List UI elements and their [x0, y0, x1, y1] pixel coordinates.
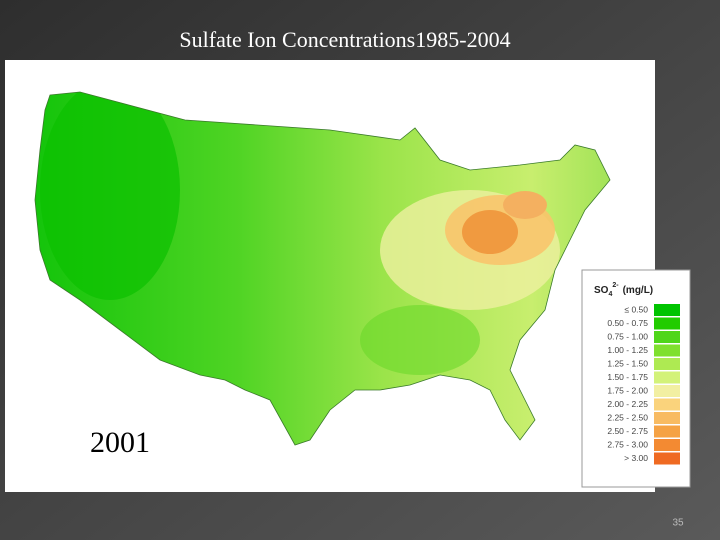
legend-swatch [654, 371, 680, 384]
legend-label: 0.75 - 1.00 [607, 331, 648, 341]
legend-swatch [654, 331, 680, 343]
legend-swatch [654, 358, 680, 370]
year-label: 2001 [90, 426, 150, 459]
legend-title-text: SO [594, 285, 609, 296]
legend-swatch [654, 398, 680, 411]
legend-swatch [654, 385, 680, 397]
legend: SO42- (mg/L) ≤ 0.50 0.50 - 0.75 0.75 - 1.00… [581, 269, 691, 488]
legend-title-sub: 4 [608, 291, 612, 298]
legend-label: 2.50 - 2.75 [607, 426, 648, 436]
us-map [35, 92, 610, 445]
legend-label: 1.00 - 1.25 [607, 345, 648, 355]
legend-swatch [654, 317, 680, 330]
legend-label: 1.50 - 1.75 [607, 372, 648, 382]
us-outline [34, 91, 611, 446]
legend-swatch [654, 439, 680, 451]
legend-label: ≤ 0.50 [624, 304, 648, 314]
legend-label: > 3.00 [624, 453, 648, 463]
page-number: 35 [672, 518, 684, 529]
legend-title: SO42- (mg/L) [594, 282, 653, 298]
legend-label: 1.25 - 1.50 [607, 358, 648, 368]
legend-label: 2.75 - 3.00 [607, 439, 648, 449]
legend-swatch [654, 452, 680, 465]
legend-swatch [654, 425, 680, 438]
legend-swatch [654, 304, 680, 316]
legend-label: 2.00 - 2.25 [607, 399, 648, 409]
slide-title: Sulfate Ion Concentrations1985-2004 [179, 27, 510, 52]
legend-title-unit: (mg/L) [623, 285, 654, 296]
legend-swatch [654, 344, 680, 357]
legend-title-sup: 2- [612, 282, 619, 289]
legend-label: 2.25 - 2.50 [607, 412, 648, 422]
legend-label: 1.75 - 2.00 [607, 385, 648, 395]
legend-label: 0.50 - 0.75 [607, 318, 648, 328]
legend-swatch [654, 412, 680, 424]
